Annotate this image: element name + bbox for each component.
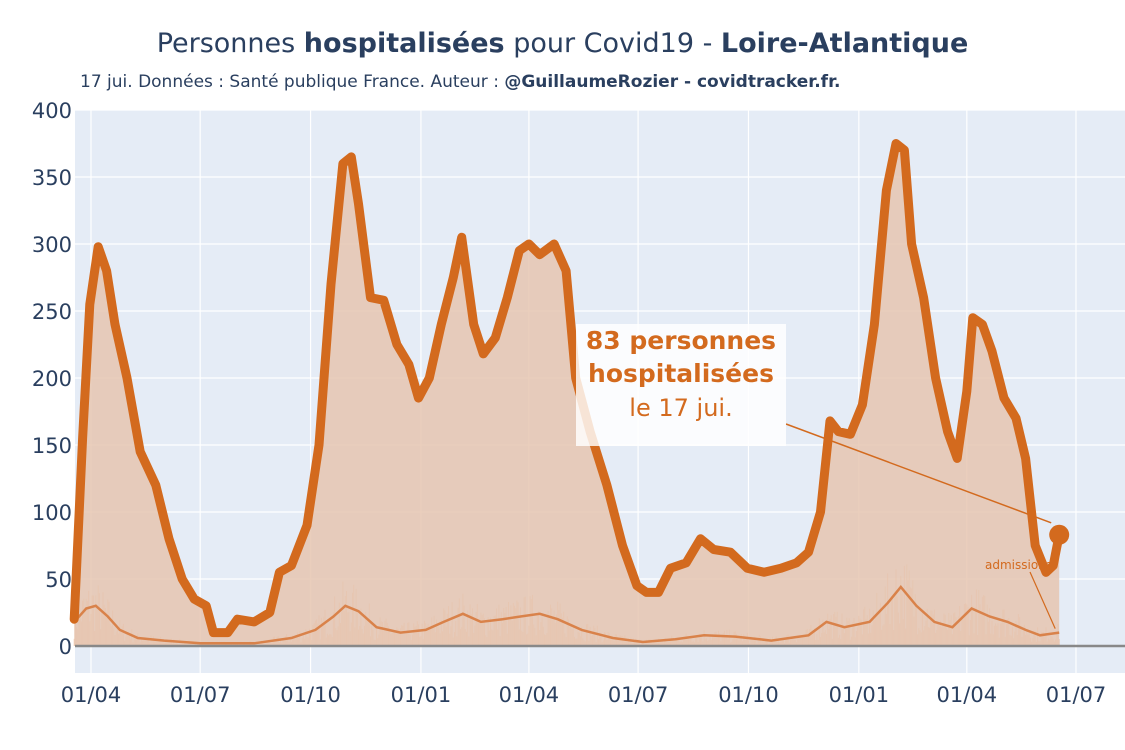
x-tick-label-9: 01/07: [1046, 683, 1107, 707]
last-point-marker: [1049, 524, 1070, 545]
x-tick-label-7: 01/01: [829, 683, 890, 707]
y-tick-label-400: 400: [32, 99, 72, 123]
y-tick-label-200: 200: [32, 367, 72, 391]
annotation-arrow: [785, 423, 1052, 524]
y-axis-labels: 0 50 100 150 200 250 300 350 400: [32, 99, 72, 659]
x-axis-labels: 01/04 01/07 01/10 01/01 01/04 01/07 01/10 01/01…: [61, 683, 1107, 707]
x-tick-label-3: 01/01: [391, 683, 452, 707]
x-tick-label-8: 01/04: [937, 683, 998, 707]
x-tick-label-1: 01/07: [170, 683, 231, 707]
y-tick-label-350: 350: [32, 166, 72, 190]
y-tick-label-250: 250: [32, 300, 72, 324]
title-part2: pour Covid19 -: [504, 28, 721, 59]
y-tick-label-50: 50: [45, 568, 72, 592]
admissions-label: admissions: [985, 558, 1052, 572]
x-tick-label-4: 01/04: [499, 683, 560, 707]
y-tick-label-300: 300: [32, 233, 72, 257]
subtitle-author: @GuillaumeRozier - covidtracker.fr.: [504, 72, 841, 92]
title-bold2: Loire-Atlantique: [720, 28, 969, 59]
annotation-line2: hospitalisées: [588, 359, 774, 388]
subtitle-text: 17 jui. Données : Santé publique France.…: [80, 72, 505, 92]
y-tick-label-100: 100: [32, 501, 72, 525]
annotation-line1: 83 personnes: [585, 326, 777, 355]
x-tick-label-5: 01/07: [608, 683, 669, 707]
title-bold1: hospitalisées: [303, 28, 505, 59]
annotation-line3: le 17 jui.: [629, 394, 733, 422]
x-tick-label-2: 01/10: [280, 683, 341, 707]
admissions-arrow: [1029, 571, 1056, 629]
hosp-area-fill: [74, 143, 1060, 646]
y-tick-label-150: 150: [32, 434, 72, 458]
admissions-line: [73, 585, 1060, 645]
chart-subtitle: 17 jui. Données : Santé publique France.…: [80, 72, 841, 92]
annotation-box: 83 personnes hospitalisées le 17 jui.: [576, 324, 786, 446]
hosp-line: [69, 139, 1064, 638]
x-tick-label-6: 01/10: [718, 683, 779, 707]
title-part1: Personnes: [156, 28, 304, 59]
x-tick-label-0: 01/04: [61, 683, 122, 707]
chart-title: Personnes hospitalisées pour Covid19 - L…: [0, 28, 1125, 59]
y-tick-label-0: 0: [59, 635, 72, 659]
